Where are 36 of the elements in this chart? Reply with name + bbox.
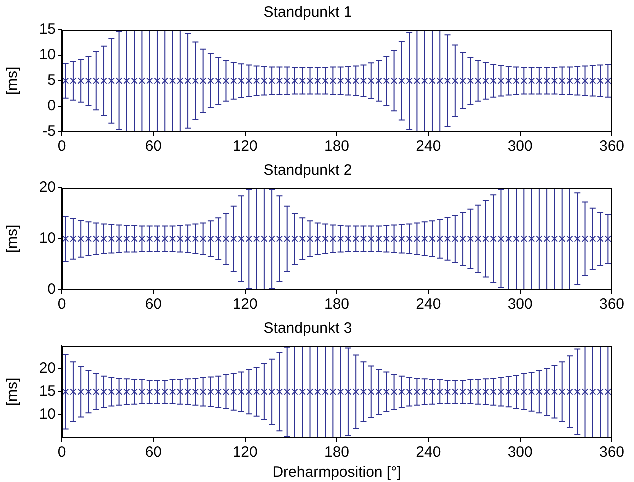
x-tick-label: 360 bbox=[599, 138, 625, 156]
chart-title: Standpunkt 1 bbox=[264, 4, 352, 22]
x-tick-label: 60 bbox=[145, 296, 162, 314]
y-tick-label: 20 bbox=[39, 360, 56, 378]
y-tick-label: 0 bbox=[48, 281, 56, 298]
y-axis-title: [ms] bbox=[4, 224, 22, 254]
y-tick-label: 10 bbox=[39, 406, 56, 424]
x-tick-label: 180 bbox=[324, 138, 350, 156]
x-tick-label: 120 bbox=[232, 296, 258, 314]
y-tick-label: 5 bbox=[48, 72, 56, 90]
x-axis-title: Dreharmposition [°] bbox=[272, 464, 402, 482]
y-tick-label: 15 bbox=[39, 383, 56, 400]
y-tick-label: 0 bbox=[48, 98, 56, 115]
x-tick-label: 240 bbox=[416, 138, 442, 156]
x-tick-label: 180 bbox=[324, 296, 350, 314]
y-axis-title: [ms] bbox=[4, 378, 22, 406]
chart-title: Standpunkt 2 bbox=[264, 162, 352, 180]
x-tick-label: 240 bbox=[416, 444, 442, 462]
x-tick-label: 60 bbox=[145, 138, 162, 156]
y-axis-title: [ms] bbox=[4, 66, 22, 96]
y-tick-label: 10 bbox=[39, 46, 56, 64]
chart-title: Standpunkt 3 bbox=[264, 320, 352, 338]
x-tick-label: 240 bbox=[416, 296, 442, 314]
x-tick-label: 300 bbox=[508, 138, 533, 156]
y-tick-label: 15 bbox=[39, 21, 56, 38]
x-tick-label: 60 bbox=[145, 444, 162, 462]
x-tick-label: 300 bbox=[508, 444, 533, 462]
x-tick-label: 360 bbox=[599, 296, 625, 314]
y-tick-label: 10 bbox=[39, 230, 56, 248]
x-tick-label: 120 bbox=[232, 138, 258, 156]
x-tick-label: 300 bbox=[508, 296, 533, 314]
x-tick-label: 120 bbox=[232, 444, 258, 462]
y-tick-label: 20 bbox=[39, 179, 56, 196]
y-tick-label: -5 bbox=[42, 123, 56, 140]
x-tick-label: 180 bbox=[324, 444, 350, 462]
x-tick-label: 360 bbox=[599, 444, 625, 462]
